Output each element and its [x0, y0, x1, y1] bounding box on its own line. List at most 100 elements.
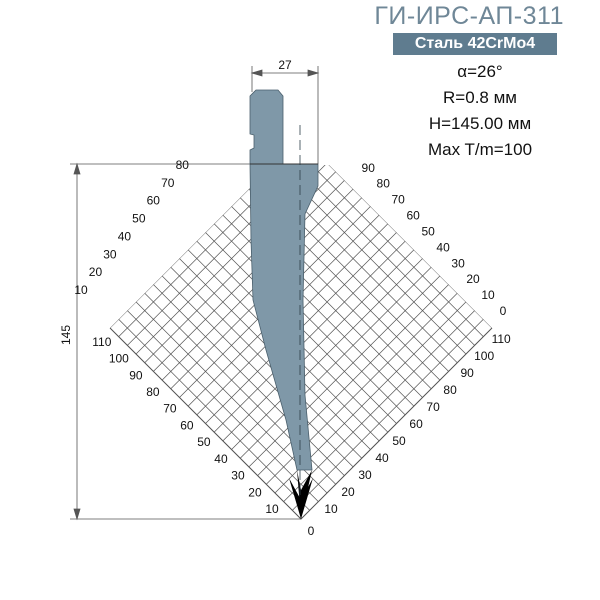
- axis-label-right-lower: 90: [460, 366, 474, 380]
- width-dimension: [250, 66, 320, 164]
- axis-label-right-lower: 60: [409, 417, 423, 431]
- grid-line: [110, 165, 385, 303]
- grid-line: [157, 165, 458, 363]
- grid-line: [110, 165, 367, 285]
- grid-line: [0, 0, 184, 102]
- grid-line: [183, 165, 484, 337]
- axis-label-right-upper: 10: [481, 288, 495, 302]
- grid-line: [110, 192, 328, 494]
- grid-line: [374, 0, 600, 146]
- grid-line: [187, 165, 489, 407]
- grid-line: [196, 165, 492, 416]
- grid-line: [383, 0, 600, 137]
- axis-label-left-lower: 100: [109, 352, 129, 366]
- axis-label-right-upper: 90: [362, 161, 376, 175]
- grid-line: [435, 0, 600, 85]
- axis-label-left-lower: 90: [129, 368, 143, 382]
- axis-label-right-lower: 50: [392, 434, 406, 448]
- axis-label-right-lower: 80: [443, 383, 457, 397]
- axis-label-left-lower: 10: [265, 502, 279, 516]
- grid-line: [110, 165, 281, 199]
- axis-label-right-upper: 50: [421, 224, 435, 238]
- grid-line: [174, 165, 475, 346]
- axis-label-right-upper: 40: [436, 240, 450, 254]
- axis-label-right-upper: 0: [500, 304, 507, 318]
- grid-line: [110, 166, 354, 468]
- grid-line: [110, 165, 263, 181]
- grid-line: [400, 0, 600, 120]
- punch-body: [249, 89, 319, 471]
- grid-line: [0, 0, 245, 163]
- height-label: 145: [59, 325, 73, 345]
- grid-line: [269, 165, 492, 251]
- axis-label-left-lower: 60: [180, 418, 194, 432]
- grid-line: [0, 0, 202, 120]
- spec-radius: R=0.8 мм: [443, 88, 517, 107]
- axis-label-left-upper: 30: [103, 247, 117, 261]
- axis-label-right-lower: 40: [375, 451, 389, 465]
- grid-line: [304, 165, 492, 216]
- width-label: 27: [278, 58, 292, 72]
- grid-line: [418, 0, 600, 102]
- grid-line: [287, 165, 492, 233]
- spec-max-load: Max T/m=100: [427, 140, 533, 159]
- axis-label-left-upper: 20: [89, 265, 103, 279]
- height-dimension: [70, 162, 301, 521]
- axis-label-left-lower: 50: [197, 435, 211, 449]
- grid-line: [110, 165, 380, 442]
- grid-line: [0, 0, 193, 111]
- grid-line: [266, 184, 492, 485]
- grid-line: [366, 0, 600, 154]
- grid-line: [348, 165, 492, 172]
- grid-line: [110, 165, 363, 459]
- grid-line: [426, 0, 600, 94]
- grid-line: [110, 165, 389, 433]
- punch-tip: [289, 470, 313, 519]
- axis-label-right-lower: 0: [308, 524, 315, 538]
- axis-label-left-lower: 20: [248, 485, 262, 499]
- axis-label-right-upper: 60: [406, 209, 420, 223]
- axis-label-right-lower: 10: [324, 502, 338, 516]
- grid-line: [165, 165, 467, 355]
- tool-title: ГИ-ИРС-АП-311: [374, 2, 564, 30]
- axis-label-left-upper: 50: [132, 212, 146, 226]
- axis-label-right-upper: 30: [451, 256, 465, 270]
- grid-line: [313, 165, 492, 207]
- grid-line: [392, 0, 600, 128]
- axis-label-right-lower: 20: [341, 485, 355, 499]
- grid-line: [191, 165, 492, 329]
- axis-label-left-lower: 40: [214, 452, 228, 466]
- grid-line: [110, 165, 289, 207]
- spec-height: H=145.00 мм: [428, 114, 532, 133]
- axis-label-right-upper: 80: [377, 177, 391, 191]
- grid-line: [0, 0, 228, 146]
- material-badge: Сталь 42CrMo4: [393, 33, 557, 55]
- axis-label-left-lower: 110: [92, 335, 111, 349]
- grid-line: [110, 165, 376, 294]
- axis-label-left-upper: 70: [161, 176, 175, 190]
- grid-line: [274, 192, 492, 494]
- grid-line: [409, 0, 600, 111]
- grid-line: [110, 165, 254, 172]
- grid-line: [110, 165, 272, 190]
- grid-line: [357, 0, 600, 163]
- axis-label-right-lower: 100: [474, 349, 494, 363]
- axis-label-left-lower: 70: [163, 402, 177, 416]
- axis-label-left-upper: 80: [176, 158, 190, 172]
- spec-angle: α=26°: [457, 62, 503, 81]
- axis-label-right-lower: 30: [358, 468, 372, 482]
- axis-label-left-lower: 30: [231, 469, 245, 483]
- grid-line: [179, 165, 480, 398]
- grid-line: [110, 165, 393, 311]
- axis-label-left-upper: 10: [74, 283, 88, 297]
- grid-line: [170, 165, 472, 390]
- grid-line: [200, 165, 492, 320]
- grid-line: [110, 201, 319, 502]
- grid-line: [0, 0, 236, 154]
- grid-line: [0, 0, 167, 85]
- axis-label-right-lower: 110: [492, 332, 511, 346]
- grid-line: [339, 165, 492, 181]
- axis-label-left-upper: 40: [118, 229, 132, 243]
- grid-line: [110, 210, 310, 511]
